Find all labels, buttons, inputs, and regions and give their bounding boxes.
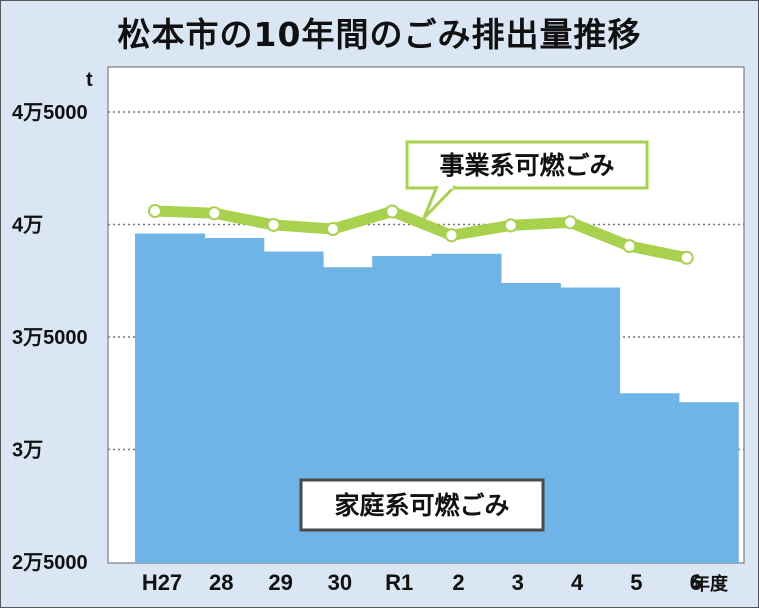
label-box-bg bbox=[299, 478, 545, 532]
line-point bbox=[444, 228, 459, 243]
line-point bbox=[207, 206, 222, 221]
x-tick-label: 29 bbox=[268, 570, 292, 595]
y-tick-label: 3万5000 bbox=[12, 327, 88, 349]
x-tick-label: R1 bbox=[385, 570, 413, 595]
line-series-label: 事業系可燃ごみ bbox=[405, 140, 649, 220]
line-point bbox=[266, 217, 281, 232]
x-tick-label: 28 bbox=[209, 570, 233, 595]
line-point bbox=[385, 204, 400, 219]
x-tick-label: 3 bbox=[512, 570, 524, 595]
bar bbox=[194, 238, 265, 563]
y-unit-label: t bbox=[86, 69, 93, 91]
x-tick-label: 4 bbox=[571, 570, 584, 595]
x-axis: H27 28 29 30 R1 2 3 4 5 6年度 bbox=[142, 570, 729, 595]
y-tick-label: 2万5000 bbox=[12, 552, 88, 574]
line-point bbox=[563, 215, 578, 230]
x-axis-suffix: 年度 bbox=[692, 573, 729, 594]
x-tick-label: 5 bbox=[630, 570, 642, 595]
series-label-text: 事業系可燃ごみ bbox=[439, 151, 614, 180]
y-tick-label: 4万 bbox=[12, 215, 43, 237]
bar bbox=[550, 287, 621, 563]
x-tick-label: 2 bbox=[452, 570, 464, 595]
line-point bbox=[503, 218, 518, 233]
series-line bbox=[149, 205, 693, 264]
line-point bbox=[325, 222, 340, 236]
label-box-bg bbox=[405, 140, 649, 190]
y-axis: 2万5000 3万 3万5000 4万 4万5000 bbox=[12, 102, 88, 574]
y-tick-label: 4万5000 bbox=[12, 102, 88, 124]
x-tick-label: 30 bbox=[328, 570, 352, 595]
x-tick-label: H27 bbox=[142, 570, 182, 595]
line-point bbox=[679, 250, 694, 265]
x-tick-label: 6 bbox=[690, 570, 702, 595]
bar bbox=[609, 393, 680, 563]
bar bbox=[668, 402, 739, 563]
bar-series-label: 家庭系可燃ごみ bbox=[299, 478, 545, 532]
series-label-text: 家庭系可燃ごみ bbox=[334, 491, 509, 520]
chart-title: 松本市の10年間のごみ排出量推移 bbox=[117, 15, 642, 54]
line-point bbox=[622, 239, 637, 254]
bar bbox=[135, 233, 205, 563]
line-point bbox=[148, 204, 162, 218]
line-series bbox=[148, 204, 694, 265]
y-tick-label: 3万 bbox=[12, 440, 43, 462]
label-pointer bbox=[422, 184, 457, 220]
